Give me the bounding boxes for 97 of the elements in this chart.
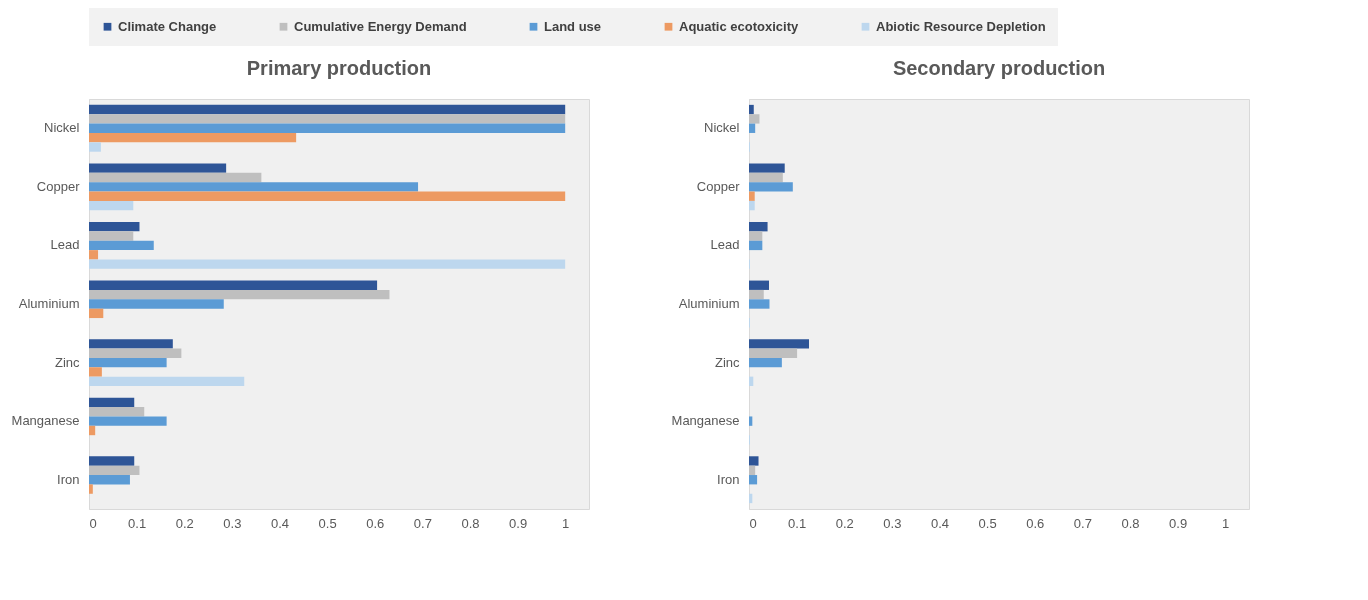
x-tick-label: 0 [749,515,757,531]
bar [89,114,566,124]
bar [749,182,793,192]
bar [89,240,154,251]
x-tick-label: 0.6 [1026,515,1045,531]
y-tick-label: Copper [36,178,81,194]
bar [89,172,262,183]
bar [89,250,99,260]
y-tick-label: Iron [717,471,740,487]
bar [89,357,167,368]
x-tick-label: 0 [89,515,97,531]
y-tick-label: Aluminium [18,296,80,311]
x-tick-label: 0.1 [788,515,807,531]
bar [749,465,756,476]
y-tick-label: Zinc [714,354,740,370]
bar [89,416,167,426]
x-tick-label: 0.3 [883,515,902,531]
bar [749,456,759,466]
chart-title: Secondary production [892,57,1106,79]
y-tick-label: Manganese [11,413,80,429]
y-tick-label: Lead [710,237,740,253]
x-tick-label: 0.7 [413,515,432,531]
x-tick-label: 0.7 [1073,515,1092,531]
x-tick-label: 0.2 [835,515,854,531]
bar [749,299,770,309]
bar [89,191,566,201]
bar [749,357,782,368]
bar [89,376,245,386]
x-tick-label: 0.8 [461,515,480,531]
bar [749,163,785,173]
bar [749,172,783,183]
bar [89,222,140,232]
bar [89,407,145,417]
x-tick-label: 0.8 [1121,515,1140,531]
bar [749,475,758,485]
bar [89,475,130,485]
y-tick-label: Nickel [44,120,80,136]
bar [749,114,760,124]
x-tick-label: 0.9 [1169,515,1188,531]
chart-title: Primary production [246,57,432,79]
bar [89,289,390,300]
x-tick-label: 1 [1222,515,1230,531]
bar [89,456,135,466]
legend-label: Abiotic Resource Depletion [876,18,1046,34]
bar [89,425,96,436]
bar [749,104,754,115]
bar [89,299,224,309]
bar [89,123,566,133]
y-tick-label: Iron [57,471,80,487]
bar [89,367,102,377]
bar [749,376,754,386]
bar [749,231,763,241]
bar [89,231,134,241]
bar [749,240,763,251]
bar [89,182,419,192]
x-tick-label: 0.5 [318,515,337,531]
x-tick-label: 0.5 [978,515,997,531]
x-tick-label: 1 [562,515,570,531]
bar [89,348,182,358]
bar [749,123,756,133]
bar [749,222,768,232]
bar [89,200,134,211]
bar [89,132,297,143]
bar [749,348,798,358]
legend-label: Aquatic ecotoxicity [679,18,799,34]
y-tick-label: Copper [696,178,741,194]
bar [749,191,755,201]
x-tick-label: 0.4 [270,515,290,531]
bar [89,280,378,290]
bar [89,484,93,494]
legend-label: Cumulative Energy Demand [294,18,467,34]
x-tick-label: 0.9 [509,515,528,531]
bar [89,142,101,152]
y-tick-label: Lead [50,237,80,253]
x-tick-label: 0.6 [366,515,385,531]
x-tick-label: 0.1 [128,515,147,531]
y-tick-label: Nickel [704,120,740,136]
bar [89,104,566,115]
bar [89,339,173,349]
bar [89,397,135,408]
bar [749,289,764,300]
y-tick-label: Aluminium [678,296,740,311]
bar [89,308,104,319]
bar [749,280,769,290]
legend-label: Land use [544,18,602,34]
bar [749,339,809,349]
x-tick-label: 0.3 [223,515,242,531]
bar [89,465,140,476]
bar [89,259,566,269]
x-tick-label: 0.2 [175,515,194,531]
y-tick-label: Manganese [671,413,740,429]
bar [749,416,753,426]
bar [749,200,755,211]
x-tick-label: 0.4 [930,515,950,531]
y-tick-label: Zinc [54,354,80,370]
legend-label: Climate Change [118,18,217,34]
bar [89,163,227,173]
